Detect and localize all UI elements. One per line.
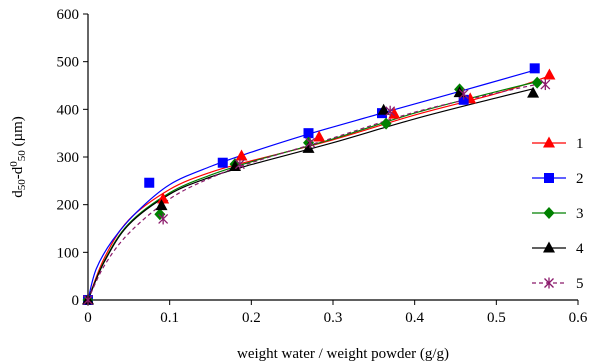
y-ticks: 0 100 200 300 400 500 600 xyxy=(57,7,88,309)
legend-marker xyxy=(544,173,554,183)
data-point-series-1 xyxy=(313,130,326,142)
legend-label: 1 xyxy=(576,136,584,152)
x-tick-label: 0.6 xyxy=(569,310,588,326)
x-tick-label: 0.3 xyxy=(324,310,343,326)
data-point-series-1 xyxy=(235,149,248,161)
legend-label: 4 xyxy=(576,241,584,257)
data-point-series-5 xyxy=(540,79,551,91)
fit-curve-series-5 xyxy=(87,82,546,301)
legend-label: 5 xyxy=(576,276,584,292)
y-tick-label: 500 xyxy=(57,55,80,71)
data-point-series-5 xyxy=(385,105,396,117)
data-point-series-4 xyxy=(302,141,315,153)
legend-item-2: 2 xyxy=(532,171,584,187)
data-point-series-4 xyxy=(527,86,540,98)
data-points xyxy=(82,63,556,306)
y-label-part: d xyxy=(10,190,26,198)
x-tick-label: 0.5 xyxy=(487,310,506,326)
x-tick-label: 0.2 xyxy=(242,310,261,326)
data-point-series-4 xyxy=(229,160,241,172)
x-tick-label: 0.4 xyxy=(405,310,424,326)
data-point-series-5 xyxy=(458,88,469,100)
axes: 0 0.1 0.2 0.3 0.4 0.5 0.6 0 100 200 300 400 500 600 xyxy=(57,7,588,326)
legend-item-4: 4 xyxy=(532,241,584,257)
y-label-part: 50 xyxy=(16,179,28,191)
data-point-series-5 xyxy=(234,158,245,170)
legend-item-5: 5 xyxy=(532,276,584,292)
data-point-series-2 xyxy=(458,94,469,105)
data-point-series-2 xyxy=(303,128,314,139)
y-axis-label: d50-d050 (µm) xyxy=(8,116,28,198)
legend: 1 2 3 4 5 xyxy=(532,136,584,292)
x-tick-label: 0.1 xyxy=(160,310,179,326)
fit-curves xyxy=(87,69,550,301)
y-tick-label: 400 xyxy=(57,102,80,118)
legend-marker xyxy=(543,136,555,148)
data-point-series-1 xyxy=(543,68,556,80)
legend-marker xyxy=(544,277,554,289)
data-point-series-2 xyxy=(144,177,155,188)
y-tick-label: 600 xyxy=(57,7,80,23)
data-point-series-2 xyxy=(217,157,228,168)
legend-marker xyxy=(543,241,555,253)
data-point-series-4 xyxy=(377,103,390,115)
data-point-series-5 xyxy=(83,294,93,306)
x-axis-label: weight water / weight powder (g/g) xyxy=(237,346,449,362)
y-tick-label: 100 xyxy=(57,245,80,261)
data-point-series-5 xyxy=(158,213,169,225)
legend-item-3: 3 xyxy=(532,206,584,222)
legend-item-1: 1 xyxy=(532,136,584,152)
fit-curve-series-1 xyxy=(87,75,550,301)
fit-curve-series-4 xyxy=(87,88,534,301)
legend-label: 3 xyxy=(576,206,584,222)
y-label-part: (µm) xyxy=(10,116,26,150)
fit-curve-series-3 xyxy=(87,81,538,301)
data-point-series-2 xyxy=(529,63,540,74)
data-point-series-5 xyxy=(305,137,316,149)
x-ticks: 0 0.1 0.2 0.3 0.4 0.5 0.6 xyxy=(84,300,588,326)
fit-curve-series-2 xyxy=(87,69,535,301)
legend-label: 2 xyxy=(576,171,584,187)
x-tick-label: 0 xyxy=(84,310,92,326)
data-point-series-3 xyxy=(380,117,392,130)
legend-marker xyxy=(543,207,555,219)
y-tick-label: 0 xyxy=(72,293,80,309)
y-label-part: 50 xyxy=(16,150,28,162)
y-label-part: -d xyxy=(10,166,26,179)
data-point-series-1 xyxy=(157,192,170,204)
y-tick-label: 200 xyxy=(57,198,80,214)
data-point-series-1 xyxy=(388,107,401,119)
data-point-series-3 xyxy=(531,76,543,89)
data-point-series-4 xyxy=(155,199,168,211)
y-label-part: 0 xyxy=(8,161,20,167)
y-tick-label: 300 xyxy=(57,150,80,166)
